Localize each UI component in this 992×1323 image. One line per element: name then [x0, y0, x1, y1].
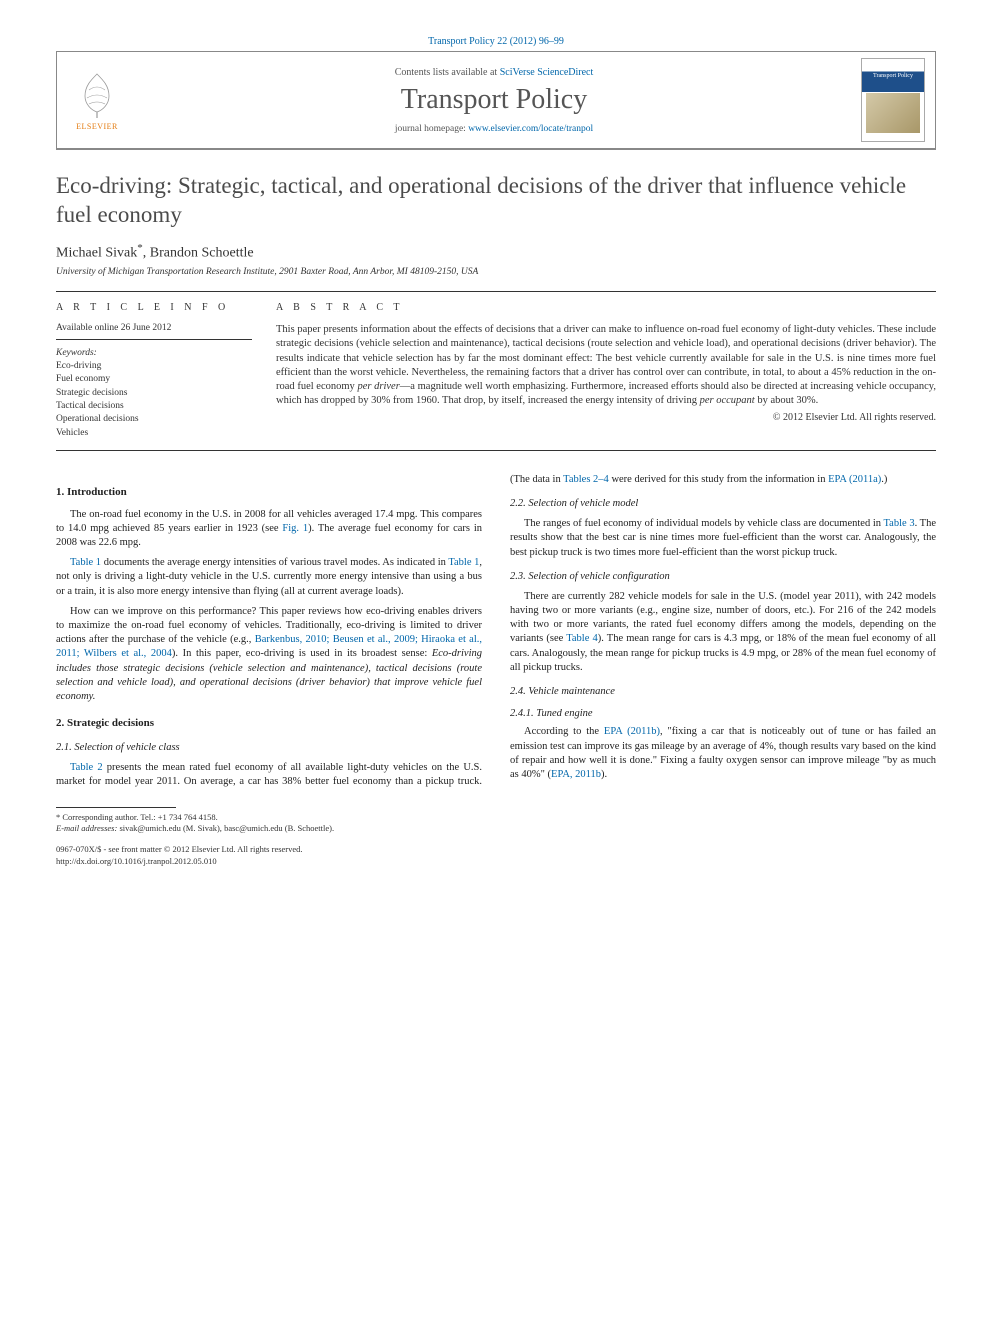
text-run: .) [881, 474, 887, 485]
abstract-em1: per driver [357, 381, 399, 392]
body-para: There are currently 282 vehicle models f… [510, 590, 936, 675]
footer-meta: 0967-070X/$ - see front matter © 2012 El… [56, 844, 936, 866]
sciencedirect-link[interactable]: SciVerse ScienceDirect [500, 67, 594, 78]
journal-name: Transport Policy [127, 84, 861, 116]
doi-line[interactable]: http://dx.doi.org/10.1016/j.tranpol.2012… [56, 856, 936, 867]
cover-title: Transport Policy [866, 73, 920, 80]
authors: Michael Sivak*, Brandon Schoettle [56, 242, 936, 262]
available-online: Available online 26 June 2012 [56, 323, 252, 340]
footnote-rule [56, 807, 176, 808]
rule-bottom [56, 450, 936, 451]
table-ref[interactable]: Table 1 [70, 557, 101, 568]
email-2[interactable]: basc@umich.edu (B. Schoettle). [224, 823, 334, 833]
keyword: Operational decisions [56, 413, 252, 426]
author-sep: , [143, 245, 150, 260]
contents-line: Contents lists available at SciVerse Sci… [127, 67, 861, 78]
abstract-text: This paper presents information about th… [276, 323, 936, 408]
contents-prefix: Contents lists available at [395, 67, 500, 78]
email-addresses: E-mail addresses: sivak@umich.edu (M. Si… [56, 823, 936, 834]
footnotes: * Corresponding author. Tel.: +1 734 764… [56, 807, 936, 834]
keyword: Eco-driving [56, 360, 252, 373]
header-center: Contents lists available at SciVerse Sci… [127, 67, 861, 134]
subsection-heading: 2.4. Vehicle maintenance [510, 685, 936, 699]
cover-image-placeholder [866, 93, 920, 133]
subsubsection-heading: 2.4.1. Tuned engine [510, 707, 936, 721]
body-para: According to the EPA (2011b), "fixing a … [510, 725, 936, 782]
abstract-col: A B S T R A C T This paper presents info… [276, 302, 936, 440]
elsevier-tree-icon [75, 70, 119, 120]
section-heading-intro: 1. Introduction [56, 485, 482, 500]
author-2: Brandon Schoettle [150, 245, 254, 260]
email-label: E-mail addresses: [56, 823, 119, 833]
text-run: ). [601, 769, 607, 780]
header-top-row: ELSEVIER Contents lists available at Sci… [57, 52, 935, 149]
info-row: A R T I C L E I N F O Available online 2… [56, 302, 936, 440]
abstract-part3: by about 30%. [755, 395, 819, 406]
rule-top [56, 291, 936, 292]
email-1[interactable]: sivak@umich.edu (M. Sivak), [119, 823, 224, 833]
article-title: Eco-driving: Strategic, tactical, and op… [56, 172, 936, 230]
abstract-head: A B S T R A C T [276, 302, 936, 313]
body-para: The ranges of fuel economy of individual… [510, 517, 936, 560]
text-run: were derived for this study from the inf… [609, 474, 828, 485]
journal-cover-thumb: Transport Policy [861, 58, 925, 142]
table-ref[interactable]: Tables 2–4 [563, 474, 609, 485]
keyword: Strategic decisions [56, 387, 252, 400]
section-heading-strategic: 2. Strategic decisions [56, 716, 482, 731]
keyword: Tactical decisions [56, 400, 252, 413]
subsection-heading: 2.3. Selection of vehicle configuration [510, 570, 936, 584]
text-run: The ranges of fuel economy of individual… [524, 518, 884, 529]
abstract-copyright: © 2012 Elsevier Ltd. All rights reserved… [276, 412, 936, 423]
text-run: According to the [524, 726, 604, 737]
publisher-label: ELSEVIER [76, 122, 118, 131]
table-ref[interactable]: Table 4 [566, 633, 598, 644]
text-run: ). In this paper, eco-driving is used in… [172, 648, 432, 659]
author-1: Michael Sivak [56, 245, 137, 260]
title-block: Eco-driving: Strategic, tactical, and op… [56, 172, 936, 277]
text-run: documents the average energy intensities… [101, 557, 448, 568]
table-ref[interactable]: Table 3 [884, 518, 915, 529]
subsection-heading: 2.2. Selection of vehicle model [510, 497, 936, 511]
homepage-line: journal homepage: www.elsevier.com/locat… [127, 124, 861, 134]
body-columns: 1. Introduction The on-road fuel economy… [56, 473, 936, 789]
body-para: Table 1 documents the average energy int… [56, 556, 482, 599]
homepage-url[interactable]: www.elsevier.com/locate/tranpol [468, 124, 593, 134]
keyword: Vehicles [56, 427, 252, 440]
article-info-col: A R T I C L E I N F O Available online 2… [56, 302, 252, 440]
abstract-em2: per occupant [700, 395, 755, 406]
publisher-logo: ELSEVIER [67, 65, 127, 135]
citation-ref[interactable]: EPA (2011a) [828, 474, 881, 485]
subsection-heading: 2.1. Selection of vehicle class [56, 741, 482, 755]
body-para: How can we improve on this performance? … [56, 605, 482, 704]
keywords-label: Keywords: [56, 348, 252, 358]
article-info-head: A R T I C L E I N F O [56, 302, 252, 313]
body-para: The on-road fuel economy in the U.S. in … [56, 508, 482, 551]
issn-line: 0967-070X/$ - see front matter © 2012 El… [56, 844, 936, 855]
keyword: Fuel economy [56, 373, 252, 386]
top-citation: Transport Policy 22 (2012) 96–99 [56, 36, 936, 47]
text-run: +1 734 764 4158. [158, 812, 218, 822]
citation-ref[interactable]: EPA (2011b) [604, 726, 660, 737]
homepage-prefix: journal homepage: [395, 124, 468, 134]
citation-ref[interactable]: EPA, 2011b [551, 769, 601, 780]
table-ref[interactable]: Table 1 [448, 557, 479, 568]
affiliation: University of Michigan Transportation Re… [56, 267, 936, 277]
journal-header: ELSEVIER Contents lists available at Sci… [56, 51, 936, 150]
fig-ref[interactable]: Fig. 1 [282, 523, 308, 534]
table-ref[interactable]: Table 2 [70, 762, 103, 773]
text-run: * Corresponding author. Tel.: [56, 812, 158, 822]
page-container: Transport Policy 22 (2012) 96–99 ELSEVIE… [0, 0, 992, 907]
corresponding-author-note: * Corresponding author. Tel.: +1 734 764… [56, 812, 936, 823]
